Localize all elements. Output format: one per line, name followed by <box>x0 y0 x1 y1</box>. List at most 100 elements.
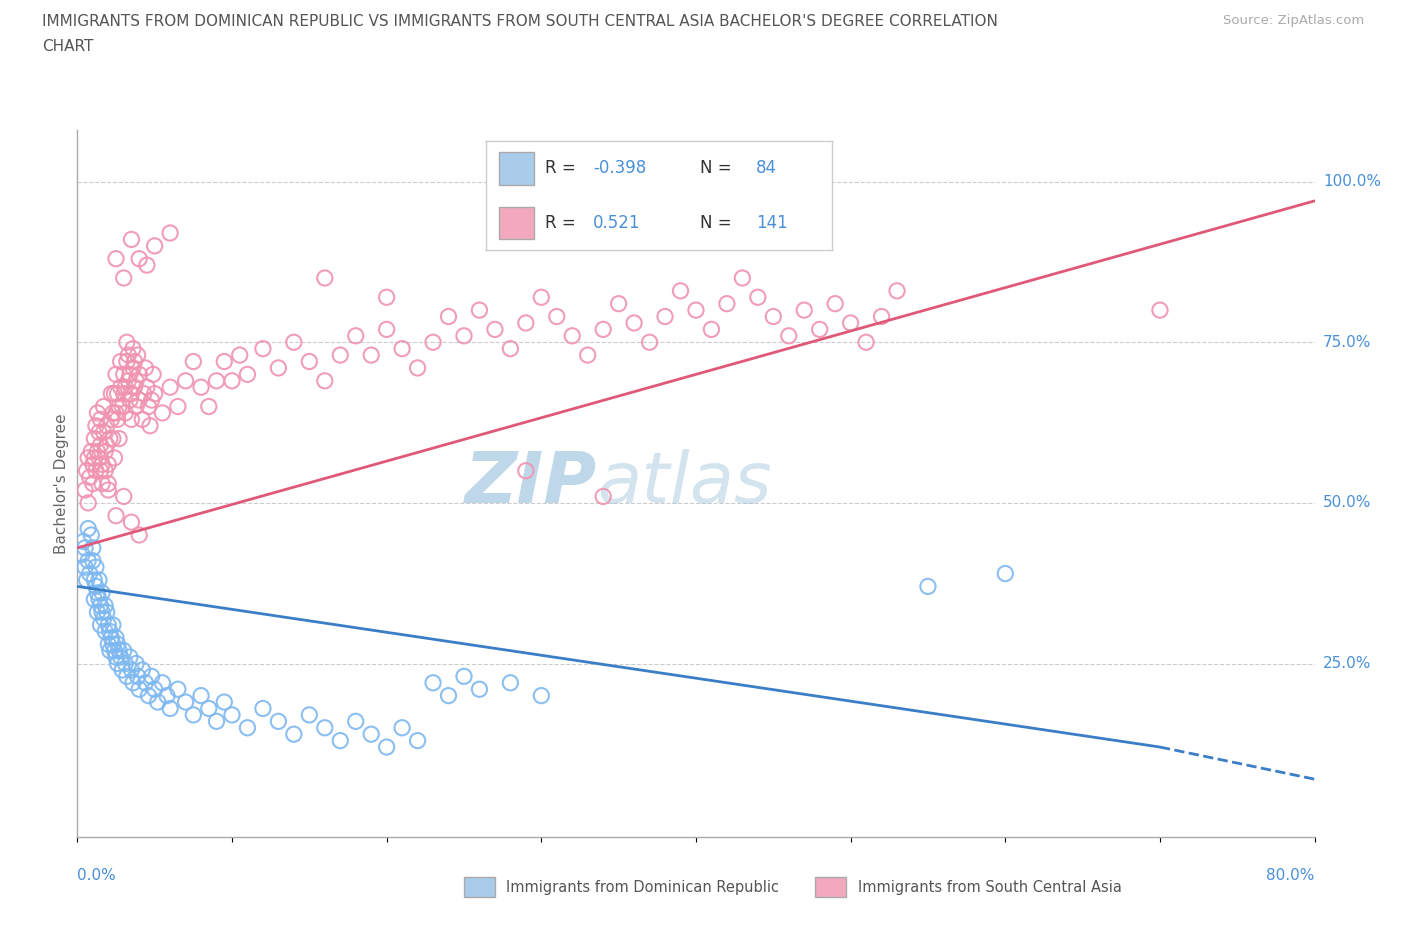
Point <box>90 412 111 427</box>
Point <box>105 631 127 645</box>
Point <box>103 386 125 401</box>
Point <box>87 425 110 440</box>
Point <box>128 251 150 266</box>
Point <box>136 379 159 394</box>
Point <box>131 662 153 677</box>
Point <box>111 662 134 677</box>
Point <box>93 611 115 626</box>
Point <box>344 328 367 343</box>
Point <box>146 695 169 710</box>
Point <box>198 701 221 716</box>
Point <box>375 739 398 754</box>
Point <box>183 354 205 369</box>
Point <box>114 656 136 671</box>
Point <box>86 585 108 600</box>
Point <box>228 348 252 363</box>
Point <box>886 284 908 299</box>
Point <box>329 348 352 363</box>
Text: ZIP: ZIP <box>465 449 598 518</box>
Text: 25.0%: 25.0% <box>1323 656 1371 671</box>
Point <box>112 386 135 401</box>
Point <box>105 367 127 382</box>
Point <box>100 412 122 427</box>
Point <box>83 591 105 606</box>
Point <box>105 650 127 665</box>
Point <box>110 650 132 665</box>
Point <box>221 373 243 388</box>
Point <box>127 348 149 363</box>
Point <box>128 682 150 697</box>
Point <box>468 682 491 697</box>
Point <box>141 392 163 407</box>
Point <box>121 386 143 401</box>
Point <box>156 688 179 703</box>
Point <box>484 322 506 337</box>
Text: 100.0%: 100.0% <box>1323 174 1381 189</box>
Point <box>778 328 800 343</box>
Point <box>546 309 568 324</box>
Point <box>112 644 135 658</box>
Point <box>105 405 127 420</box>
Point <box>159 701 181 716</box>
Point <box>101 405 124 420</box>
Point <box>75 483 96 498</box>
Point <box>669 284 692 299</box>
Point <box>84 560 107 575</box>
Point <box>136 258 159 272</box>
Point <box>700 322 723 337</box>
Point <box>159 379 181 394</box>
Point <box>80 444 103 458</box>
Point <box>87 591 110 606</box>
Point <box>79 566 101 581</box>
Point <box>86 444 108 458</box>
Point <box>86 405 108 420</box>
Point <box>298 354 321 369</box>
Point <box>107 637 129 652</box>
Point <box>141 669 163 684</box>
Point <box>214 354 236 369</box>
Point <box>77 521 100 536</box>
Point <box>128 527 150 542</box>
Point <box>121 232 143 246</box>
Point <box>77 496 100 511</box>
Point <box>267 361 290 376</box>
Point <box>808 322 831 337</box>
Y-axis label: Bachelor's Degree: Bachelor's Degree <box>53 413 69 554</box>
Point <box>112 271 135 286</box>
Point <box>107 386 129 401</box>
Point <box>190 379 212 394</box>
Point <box>143 238 166 253</box>
Point <box>685 302 707 317</box>
Point <box>91 476 114 491</box>
Point <box>97 476 120 491</box>
Point <box>592 489 614 504</box>
Point <box>134 361 156 376</box>
Point <box>406 361 429 376</box>
Text: 50.0%: 50.0% <box>1323 496 1371 511</box>
Point <box>70 547 93 562</box>
Point <box>131 412 153 427</box>
Point <box>214 695 236 710</box>
Point <box>190 688 212 703</box>
Point <box>406 733 429 748</box>
Text: CHART: CHART <box>42 39 94 54</box>
Point <box>221 708 243 723</box>
Point <box>77 450 100 465</box>
Point <box>91 604 114 619</box>
Point <box>114 405 136 420</box>
Point <box>121 514 143 529</box>
Point <box>117 348 139 363</box>
Point <box>855 335 877 350</box>
Point <box>139 418 162 433</box>
Point <box>747 290 769 305</box>
Point <box>124 354 146 369</box>
Point <box>314 271 336 286</box>
Point <box>101 432 124 446</box>
Point <box>94 598 117 613</box>
Point <box>167 682 190 697</box>
Point <box>125 373 148 388</box>
Point <box>142 367 165 382</box>
Point <box>103 644 125 658</box>
Point <box>75 560 96 575</box>
Point <box>360 348 382 363</box>
